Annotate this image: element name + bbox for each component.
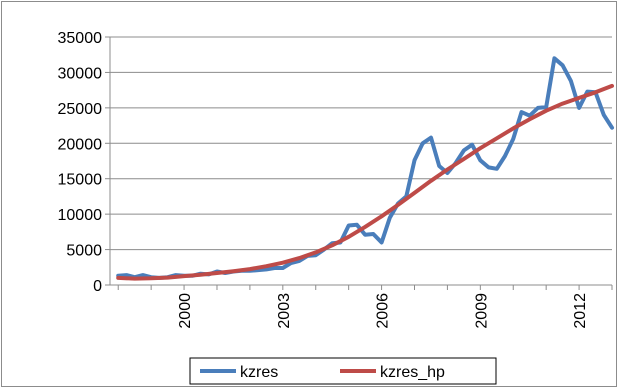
series-lines <box>116 56 614 281</box>
y-tick-label: 35000 <box>58 30 103 47</box>
legend-label-kzres-hp: kzres_hp <box>380 364 445 381</box>
x-tick-label: 2009 <box>473 293 490 329</box>
x-axis-tick-labels: 2000 2003 2006 2009 2012 <box>177 293 589 329</box>
x-tick-label: 2003 <box>276 293 293 329</box>
legend-label-kzres: kzres <box>240 364 278 381</box>
series-line-kzres <box>116 56 614 280</box>
y-tick-label: 0 <box>93 278 102 295</box>
y-tick-label: 10000 <box>58 207 103 224</box>
y-tick-label: 5000 <box>66 243 102 260</box>
x-tick-label: 2000 <box>177 293 194 329</box>
y-tick-label: 30000 <box>58 65 103 82</box>
y-tick-label: 15000 <box>58 172 103 189</box>
legend: kzres kzres_hp <box>189 357 497 385</box>
series-line-kzres-hp <box>116 83 614 281</box>
y-axis-tick-labels: 0 5000 10000 15000 20000 25000 30000 35000 <box>58 30 103 295</box>
axes <box>109 37 613 290</box>
x-tick-label: 2012 <box>572 293 589 329</box>
gridlines <box>105 36 612 286</box>
y-tick-label: 20000 <box>58 136 103 153</box>
y-tick-label: 25000 <box>58 101 103 118</box>
x-tick-label: 2006 <box>375 293 392 329</box>
